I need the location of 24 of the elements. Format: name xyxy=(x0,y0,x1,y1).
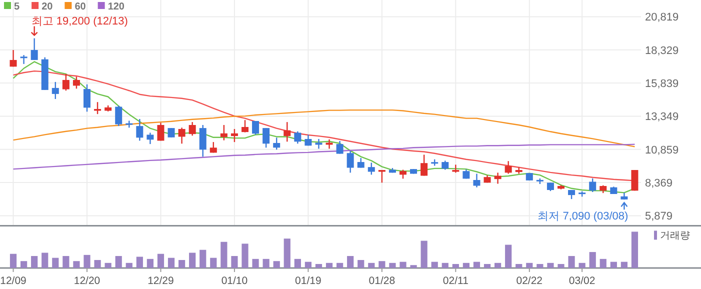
x-tick-label: 12/20 xyxy=(74,275,100,287)
legend-label: 5 xyxy=(14,2,20,12)
annotation: 최저 7,090 (03/08) xyxy=(538,210,628,223)
x-tick-label: 01/19 xyxy=(295,275,322,287)
y-tick-label: 15,839 xyxy=(645,78,679,90)
y-tick-label: 8,369 xyxy=(645,178,673,190)
x-tick-label: 03/02 xyxy=(568,275,596,287)
x-tick-label: 12/09 xyxy=(0,275,27,287)
annotation: 최고 19,200 (12/13) xyxy=(31,15,128,28)
x-tick-label: 02/22 xyxy=(516,275,543,287)
legend: 거래량 xyxy=(654,230,690,242)
y-tick-label: 18,329 xyxy=(645,44,679,57)
legend-label: 20 xyxy=(42,2,54,12)
x-tick-label: 02/11 xyxy=(442,275,469,287)
y-tick-label: 20,819 xyxy=(645,12,679,24)
x-tick-label: 12/29 xyxy=(148,275,174,287)
y-tick-label: 5,879 xyxy=(645,210,673,223)
x-tick-label: 01/28 xyxy=(368,275,396,287)
x-tick-label: 01/10 xyxy=(221,275,248,287)
legend-label: 120 xyxy=(108,2,125,12)
legend-label: 거래량 xyxy=(660,230,690,242)
y-tick-label: 10,859 xyxy=(645,144,679,156)
legend-label: 60 xyxy=(74,2,86,12)
y-tick-label: 13,349 xyxy=(645,111,679,124)
